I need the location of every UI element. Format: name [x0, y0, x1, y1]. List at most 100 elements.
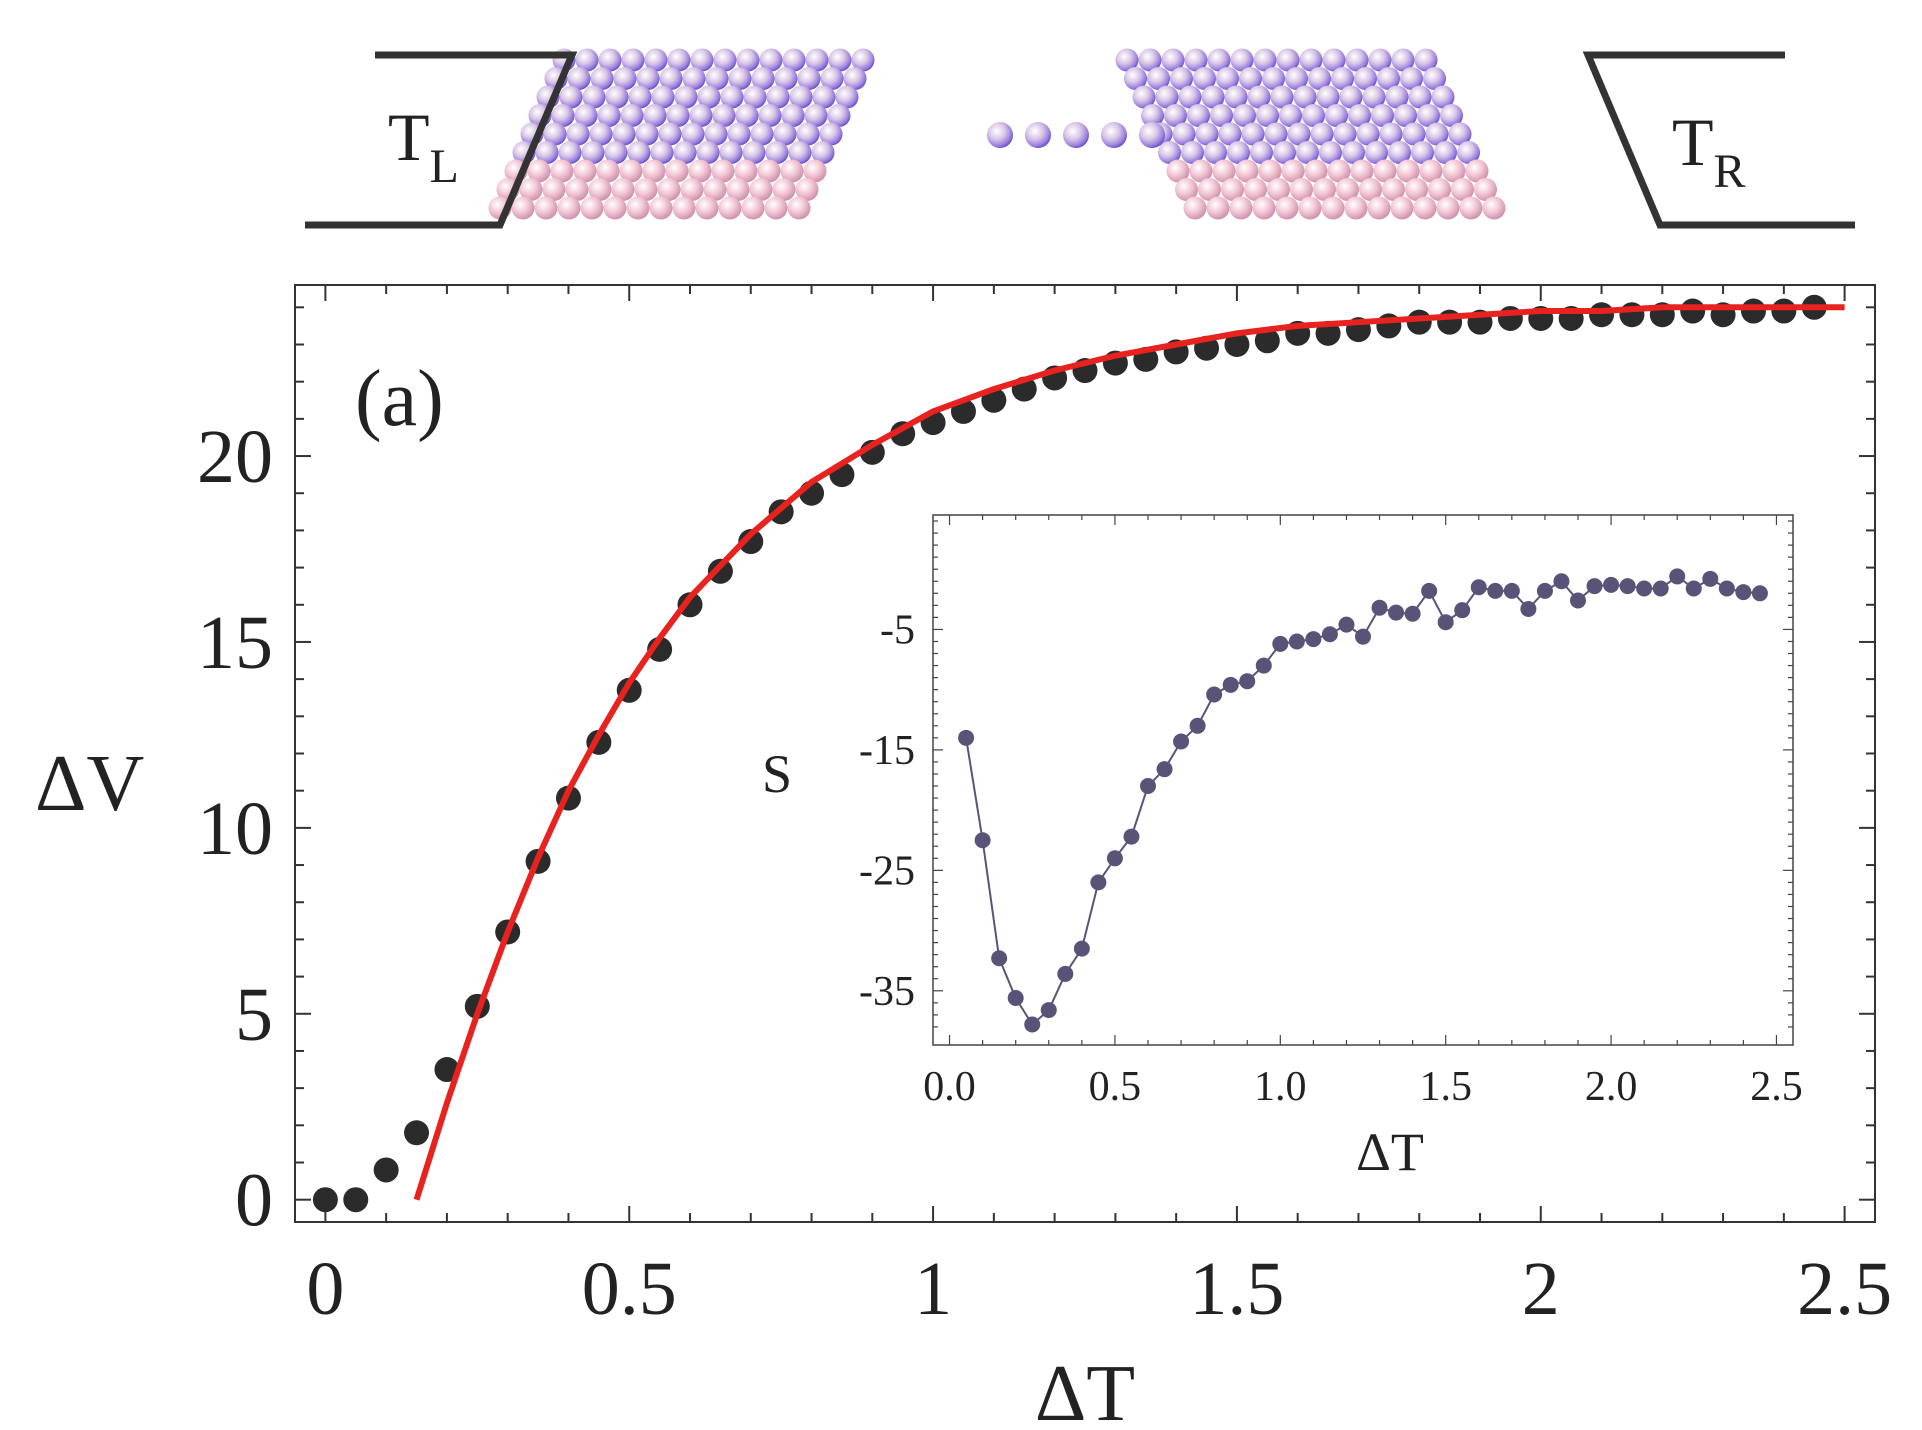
inset-series-points	[958, 568, 1768, 1033]
atom	[820, 67, 844, 90]
atom	[795, 178, 819, 201]
inset-data-point	[1388, 604, 1405, 621]
data-point	[343, 1187, 369, 1213]
atom	[1287, 122, 1311, 146]
atom	[1275, 196, 1299, 220]
inset-x-tick-labels: 0.0 0.5 1.0 1.5 2.0 2.5	[923, 1064, 1802, 1110]
atom	[1368, 48, 1392, 72]
atom	[828, 48, 852, 72]
atom	[734, 159, 758, 183]
atom	[728, 67, 752, 90]
data-point	[373, 1157, 399, 1183]
inset-data-point	[1636, 580, 1653, 597]
inset-data-point	[1106, 850, 1123, 867]
atom	[659, 67, 683, 90]
atom	[749, 178, 773, 201]
right-atom-block	[1115, 48, 1506, 220]
atom	[580, 196, 604, 220]
atom	[827, 104, 851, 127]
atom	[1198, 178, 1221, 201]
atom	[1227, 141, 1250, 164]
atom	[551, 104, 575, 127]
atom	[781, 104, 805, 127]
inset-data-point	[1718, 580, 1735, 597]
inset-data-point	[1222, 676, 1239, 693]
inset-data-point	[1007, 990, 1024, 1007]
inset-data-point	[1520, 600, 1537, 617]
atom	[797, 67, 821, 90]
right-reservoir	[1582, 51, 1855, 229]
atom	[626, 196, 650, 220]
inset-data-point	[1305, 631, 1322, 648]
atom	[1285, 67, 1308, 90]
atom	[735, 104, 759, 127]
atom	[643, 104, 667, 127]
inset-data-point	[1619, 578, 1636, 595]
inset-data-point	[1503, 582, 1520, 599]
chain-atom	[1063, 122, 1089, 148]
atom	[1390, 196, 1414, 220]
atom	[1448, 122, 1472, 146]
left-reservoir	[305, 51, 578, 229]
inset-x-tick-label: 0.0	[923, 1064, 976, 1110]
inset-x-tick-label: 2.5	[1750, 1064, 1803, 1110]
atom	[796, 122, 820, 146]
atom	[1391, 48, 1415, 72]
inset-x-tick-label: 2.0	[1585, 1064, 1638, 1110]
inset-y-tick-labels: -5 -15 -25 -35	[859, 607, 915, 1014]
inset-data-point	[1239, 673, 1256, 690]
atom	[711, 159, 735, 183]
inset-data-point	[1057, 965, 1074, 982]
atom	[1359, 178, 1382, 201]
atom	[644, 48, 668, 72]
atom	[628, 85, 652, 109]
atom	[1296, 141, 1319, 164]
x-tick-label: 0	[306, 1247, 344, 1331]
inset-data-point	[1487, 582, 1504, 599]
atom	[1425, 122, 1449, 146]
atom	[1262, 67, 1285, 90]
atom	[1313, 178, 1336, 201]
inset-x-axis-label: ΔT	[1356, 1122, 1424, 1182]
atom	[1258, 159, 1282, 183]
atom	[575, 48, 599, 72]
atom	[1178, 85, 1202, 109]
atom	[1414, 48, 1438, 72]
atom	[1333, 122, 1357, 146]
atom	[565, 178, 589, 201]
y-tick-label: 20	[197, 415, 273, 499]
atom	[657, 178, 681, 201]
atom	[1267, 178, 1290, 201]
inset-data-point	[958, 729, 975, 746]
panel-label: (a)	[355, 355, 444, 443]
atom	[1229, 196, 1253, 220]
atom	[1402, 122, 1426, 146]
atom	[1250, 141, 1273, 164]
atom	[1218, 122, 1242, 146]
atom	[1367, 196, 1391, 220]
y-tick-label: 15	[197, 601, 273, 685]
atom	[713, 48, 737, 72]
atom	[804, 104, 828, 127]
atom	[1423, 67, 1446, 90]
atom	[511, 196, 535, 220]
inset-data-point	[1156, 761, 1173, 778]
atom	[543, 122, 567, 146]
inset-data-point	[1570, 592, 1586, 609]
atom	[519, 178, 543, 201]
inset-data-point	[1288, 633, 1305, 650]
data-point	[677, 592, 703, 618]
atom	[1175, 178, 1198, 201]
atom	[741, 196, 765, 220]
chain-atom	[1139, 122, 1165, 148]
atom	[1264, 122, 1288, 146]
atom	[1440, 104, 1463, 127]
atom	[1290, 178, 1313, 201]
data-point	[1224, 331, 1250, 357]
atom	[1377, 67, 1400, 90]
atom	[705, 67, 729, 90]
inset-data-point	[991, 950, 1008, 967]
atom	[1348, 104, 1371, 127]
atom	[703, 178, 727, 201]
atom	[1442, 159, 1466, 183]
